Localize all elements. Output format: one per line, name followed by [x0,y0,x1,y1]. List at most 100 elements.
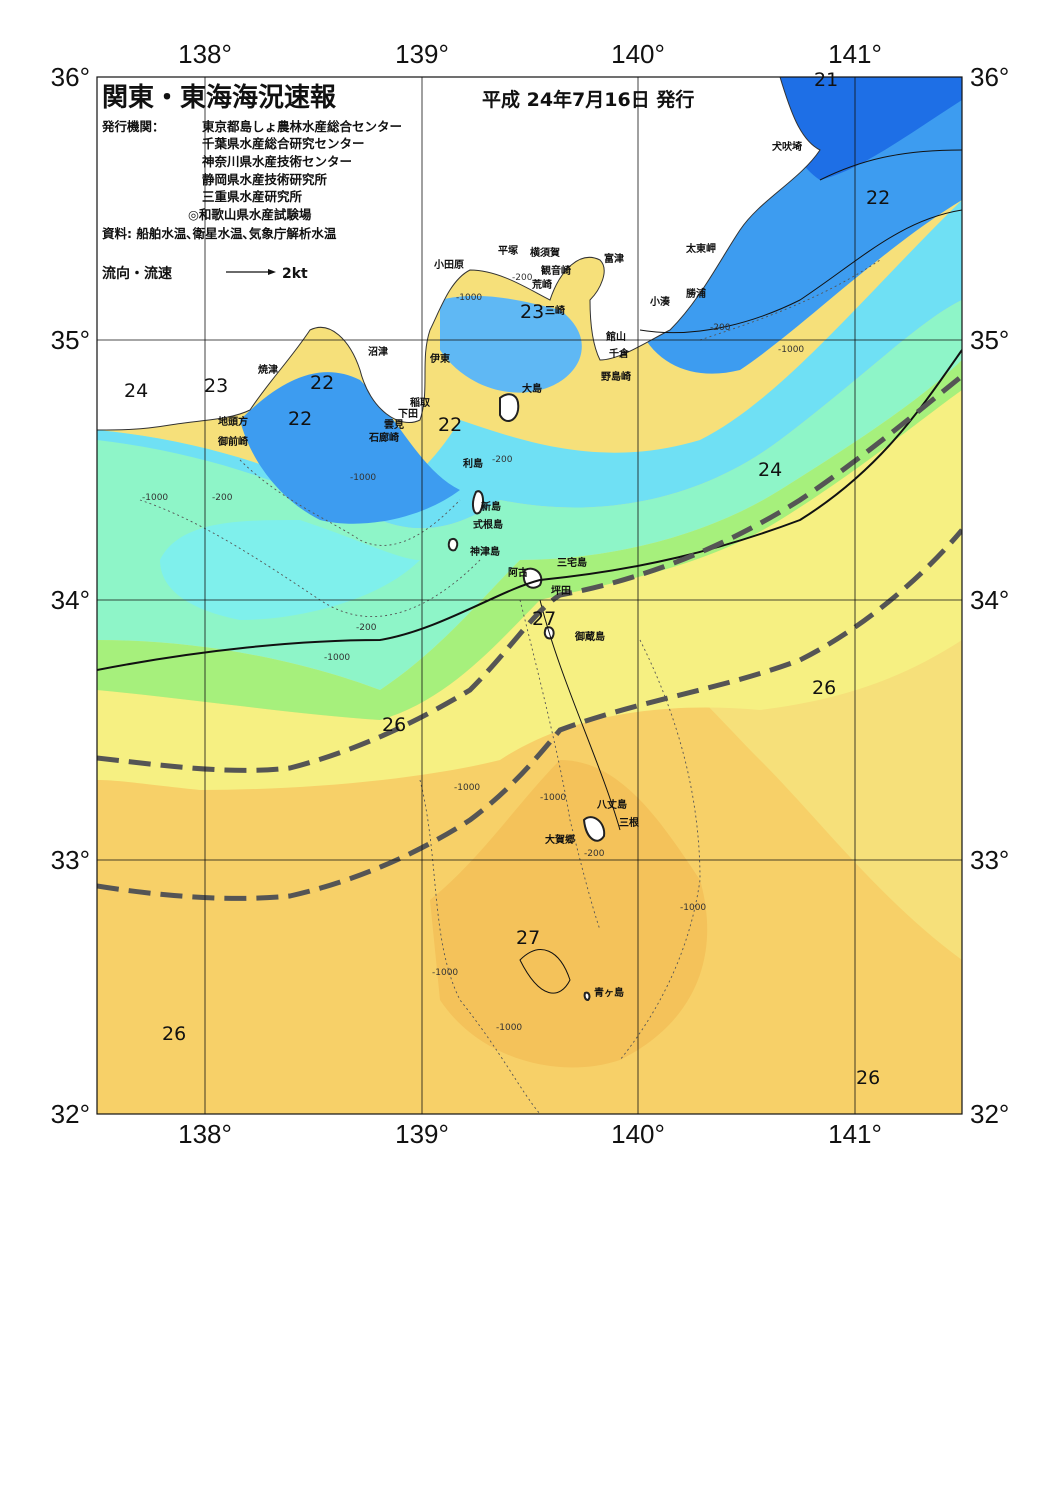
lon-label: 138° [178,1119,232,1149]
lat-label: 32° [51,1099,90,1129]
issuer-item: ◎和歌山県水産試験場 [188,207,312,222]
issuer-item: 静岡県水産技術研究所 [202,172,328,187]
lat-label: 34° [970,585,1009,615]
place-label: 荒崎 [531,278,552,291]
depth-label: -200 [212,493,233,503]
place-label: 小田原 [433,258,464,271]
place-label: 太東岬 [685,242,716,255]
data-source: 資料: 船舶水温､衛星水温､気象庁解析水温 [102,226,337,241]
place-label: 阿古 [508,566,528,579]
land-oshima [499,393,520,422]
temp-label: 26 [856,1067,880,1089]
place-label: 八丈島 [596,798,627,811]
temp-label: 27 [532,608,556,630]
depth-labels: -200 -1000 -200 -1000 -200 -1000 -1000 -… [142,273,804,1033]
temp-label: 23 [520,301,544,323]
lon-label: 139° [395,39,449,69]
current-legend-label: 流向・流速 [102,265,172,282]
zone-22-sagami [440,295,582,393]
place-label: 焼津 [258,363,278,376]
zone-23 [97,200,962,529]
place-label: 館山 [605,330,626,343]
land-honshu [97,77,821,431]
place-label: 大島 [522,382,542,395]
temp-label: 26 [812,677,836,699]
temp-label: 21 [814,69,838,91]
lon-label: 141° [828,1119,882,1149]
lat-label: 36° [970,62,1009,92]
temp-label: 27 [516,927,540,949]
land-kozushima [447,538,459,552]
place-label: 横須賀 [530,246,560,259]
depth-label: -200 [492,455,513,465]
place-label: 神津島 [470,545,500,558]
temp-label: 24 [124,380,148,402]
place-label: 千倉 [609,347,630,360]
place-label: 新島 [481,500,501,513]
temp-label: 22 [438,414,462,436]
depth-label: -200 [584,849,605,859]
land-aogashima [583,991,591,1002]
lon-label: 140° [611,1119,665,1149]
arrow-head-icon [268,269,276,275]
issuer-label: 発行機関： [101,119,165,134]
place-label: 石廊崎 [368,431,399,444]
zone-23-west [160,520,420,620]
issuer-item: 神奈川県水産技術センター [202,154,352,169]
depth-label: -200 [710,323,731,333]
temp-label: 22 [310,372,334,394]
place-label: 伊東 [429,352,450,365]
place-label: 青ヶ島 [594,986,624,999]
place-label: 犬吠埼 [772,140,802,153]
depth-label: -1000 [540,793,566,803]
map-title: 関東・東海海況速報 [102,83,337,113]
lon-labels-bottom: 138° 139° 140° 141° [178,1119,882,1149]
lat-label: 35° [51,325,90,355]
place-labels: 犬吠埼 太東岬 勝浦 小湊 富津 横須賀 観音崎 荒崎 三崎 平塚 小田原 館山… [217,140,802,999]
lat-label: 33° [51,845,90,875]
depth-label: -200 [512,273,533,283]
issuer-item: 三重県水産研究所 [202,189,303,204]
place-label: 利島 [463,457,483,470]
temp-label: 22 [288,408,312,430]
place-label: 野島崎 [601,370,631,383]
current-legend-scale: 2kt [282,266,308,282]
place-label: 下田 [398,408,418,420]
lat-labels-left: 36° 35° 34° 33° 32° [51,62,90,1129]
zone-22-northeast [640,90,962,374]
map-frame [96,76,963,1115]
depth-label: -1000 [454,783,480,793]
issue-date: 平成 24年7月16日 発行 [482,88,694,111]
depth-label: -1000 [432,968,458,978]
zone-26 [97,390,962,790]
temp-label: 24 [758,459,782,481]
place-label: 小湊 [649,295,671,308]
temp-label: 26 [162,1023,186,1045]
depth-label: -1000 [778,345,804,355]
lat-label: 34° [51,585,90,615]
lon-labels-top: 138° 139° 140° 141° [178,39,882,69]
place-label: 大賀郷 [545,833,575,846]
isotherm-labels: 21 22 22 22 22 23 23 23 24 24 24 26 26 2… [124,69,890,1089]
zone-21 [780,77,962,180]
temp-label: 26 [382,714,406,736]
place-label: 御前崎 [217,435,248,448]
land-hachijojima [582,816,606,842]
lat-label: 35° [970,325,1009,355]
place-label: 三崎 [545,304,565,317]
place-label: 三根 [619,816,639,829]
place-label: 稲取 [410,396,431,409]
depth-label: -200 [356,623,377,633]
depth-label: -1000 [680,903,706,913]
depth-label: -1000 [350,473,376,483]
issuer-item: 千葉県水産総合研究センター [202,136,365,151]
place-label: 勝浦 [686,287,706,300]
place-label: 雲見 [384,419,404,431]
zone-22 [240,372,460,524]
place-label: 観音崎 [541,264,571,277]
depth-label: -1000 [142,493,168,503]
place-label: 地頭方 [218,415,248,428]
depth-label: -1000 [324,653,350,663]
lat-labels-right: 36° 35° 34° 33° 32° [970,62,1009,1129]
